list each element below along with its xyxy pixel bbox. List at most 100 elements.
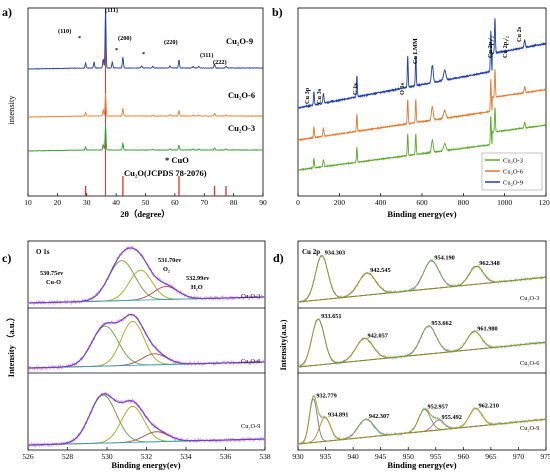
fit-component-d <box>297 318 547 368</box>
ann-532-99: 532.99ev <box>186 275 210 282</box>
ann-o1s: O 1s <box>399 82 406 95</box>
panel-d-xtick-tick-label: 960 <box>458 452 470 461</box>
panel-c-xlabel: Binding energy(ev) <box>111 460 180 470</box>
envelope-c <box>27 313 266 369</box>
panel-d-xticks: 930 935 940 945 950 955 960 965 970 975 <box>292 447 550 461</box>
panel-d-xtick-tick-label: 970 <box>513 452 525 461</box>
panel-c-ylabel: Intensity （a.u.） <box>6 313 16 377</box>
panel-a-xlabel: 2θ（degree） <box>120 209 170 219</box>
panel-b-xtick-tick-label: 200 <box>334 198 346 207</box>
panel-a-series-label-1: Cu₂O-9 <box>226 36 253 46</box>
panel-d-xlabel: Binding energy(ev) <box>387 460 456 470</box>
legend-entry: Cu₂O-3 <box>503 158 523 165</box>
panel-b-xlabel: Binding energy(ev) <box>387 209 456 219</box>
panel-c-xtick-tick-label: 536 <box>220 452 232 461</box>
ann-531-70: 531.70ev <box>158 257 182 264</box>
peak-label-d: 954.190 <box>434 255 454 262</box>
panel-b-legend: Cu₂O-3 Cu₂O-6 Cu₂O-9 <box>481 152 543 191</box>
ann-cu2p32: Cu 2p₃/₂ <box>487 36 494 58</box>
peak-label-d: 933.651 <box>321 313 341 320</box>
panel-b-xtick-tick-label: 400 <box>375 198 387 207</box>
peak-label-d: 962.210 <box>479 402 499 409</box>
peak-label-d: 952.957 <box>428 403 448 410</box>
panel-c-label: c) <box>2 251 11 265</box>
panel-b-xtick-tick-label: 800 <box>458 198 470 207</box>
ann-cu2s: Cu 2s <box>516 26 523 42</box>
envelope-d <box>297 255 547 303</box>
ann-cu3p: Cu 3p <box>304 87 311 104</box>
peak-label-d: 942.545 <box>370 267 390 274</box>
ann-530-75: 530.75ev <box>40 270 64 277</box>
panel-d-xtick-tick-label: 950 <box>403 452 415 461</box>
fit-component-d <box>297 265 547 303</box>
panel-c-series-label-2: Cu₂O-6 <box>241 358 260 365</box>
envelope-d <box>297 318 547 368</box>
panel-c-xtick-tick-label: 538 <box>259 452 271 461</box>
panel-d-ylabel: Intensity(a.u.) <box>278 319 288 370</box>
legend-reference: Cu₂O(JCPDS 78-2076) <box>124 168 207 178</box>
legend-entry: Cu₂O-9 <box>503 180 523 187</box>
panel-a-label: a) <box>2 5 12 19</box>
ann-cu2p12: Cu 2p₁/₂ <box>502 36 509 58</box>
series-line-b-3 <box>297 18 547 109</box>
ann-c1s: C 1s <box>352 83 359 95</box>
panel-b-xtick-tick-label: 1000 <box>497 198 512 207</box>
series-line-b-2 <box>297 69 547 142</box>
peak-label-d: 932.779 <box>316 392 336 399</box>
raw-data-d <box>297 393 547 446</box>
peak-label-d: 934.891 <box>328 411 348 418</box>
series-line-a-3 <box>27 124 264 152</box>
panel-d-xtick-tick-label: 930 <box>292 452 304 461</box>
panel-c: c) 526 528 530 532 534 536 538 Binding energy(… <box>2 240 271 470</box>
peak-label-d: 962.348 <box>479 260 499 267</box>
peak-label-d: 961.980 <box>477 325 497 332</box>
panel-c-xtick-tick-label: 526 <box>22 452 34 461</box>
peak-label-d: 942.307 <box>369 413 389 420</box>
fit-component-c <box>27 394 266 446</box>
panel-d-frame <box>297 240 547 451</box>
panel-b-xtick-tick-label: 0 <box>296 198 300 207</box>
panel-a-xtick-tick-label: 50 <box>142 198 150 207</box>
panel-b-xticks: 0 200 400 600 800 1000 1200 <box>296 193 550 207</box>
panel-c-xticks: 526 528 530 532 534 536 538 <box>22 447 271 461</box>
cuo-star-2: * <box>115 47 118 54</box>
panel-c-series-label-3: Cu₂O-9 <box>241 423 260 430</box>
panel-d-xtick-tick-label: 965 <box>485 452 497 461</box>
panel-a-xtick-tick-label: 90 <box>259 198 267 207</box>
raw-data-c <box>27 312 266 371</box>
panel-b-xtick-tick-label: 1200 <box>539 198 550 207</box>
panel-a-ylabel: intensity <box>6 95 16 125</box>
legend-entry: Cu₂O-6 <box>503 169 524 176</box>
panel-a-series-label-3: Cu₂O-3 <box>228 123 255 133</box>
ann-culmm: Cu LMM <box>412 38 419 64</box>
series-line-a-2 <box>27 93 264 118</box>
panel-a-xtick-tick-label: 30 <box>83 198 91 207</box>
legend-cuo: * CuO <box>165 155 189 165</box>
panel-c-title: O 1s <box>36 248 50 256</box>
series-line-b-1 <box>297 107 547 172</box>
peak-label-110: (110) <box>58 28 71 35</box>
panel-a: a) 10 20 30 40 50 60 70 80 90 2θ（degree） intensi… <box>2 5 267 219</box>
ann-o2: O₂ <box>163 266 170 273</box>
panel-d-xtick-tick-label: 955 <box>430 452 442 461</box>
panel-c-series-label-1: Cu₂O-3 <box>241 293 260 300</box>
fit-component-c <box>27 286 266 304</box>
ann-cu-o: Cu-O <box>46 279 61 286</box>
panel-d-title: Cu 2p <box>302 248 320 256</box>
fit-component-c <box>27 320 266 369</box>
panel-a-series-label-2: Cu₂O-6 <box>228 90 255 100</box>
panel-a-xtick-tick-label: 20 <box>54 198 62 207</box>
cuo-star-3: * <box>142 51 145 58</box>
panel-c-xtick-tick-label: 530 <box>101 452 113 461</box>
panel-a-xtick-tick-label: 80 <box>230 198 238 207</box>
raw-data-d <box>297 254 547 304</box>
panel-a-series <box>27 7 264 152</box>
ann-cu3s: Cu 3s <box>316 88 323 104</box>
peak-label-222: (222) <box>213 59 227 66</box>
panel-a-xtick-tick-label: 10 <box>24 198 32 207</box>
peak-label-d: 934.303 <box>325 250 345 257</box>
panel-d-xtick-tick-label: 935 <box>320 452 332 461</box>
envelope-c <box>27 393 266 446</box>
panel-c-xtick-tick-label: 532 <box>141 452 153 461</box>
panel-d-xtick-tick-label: 945 <box>375 452 387 461</box>
